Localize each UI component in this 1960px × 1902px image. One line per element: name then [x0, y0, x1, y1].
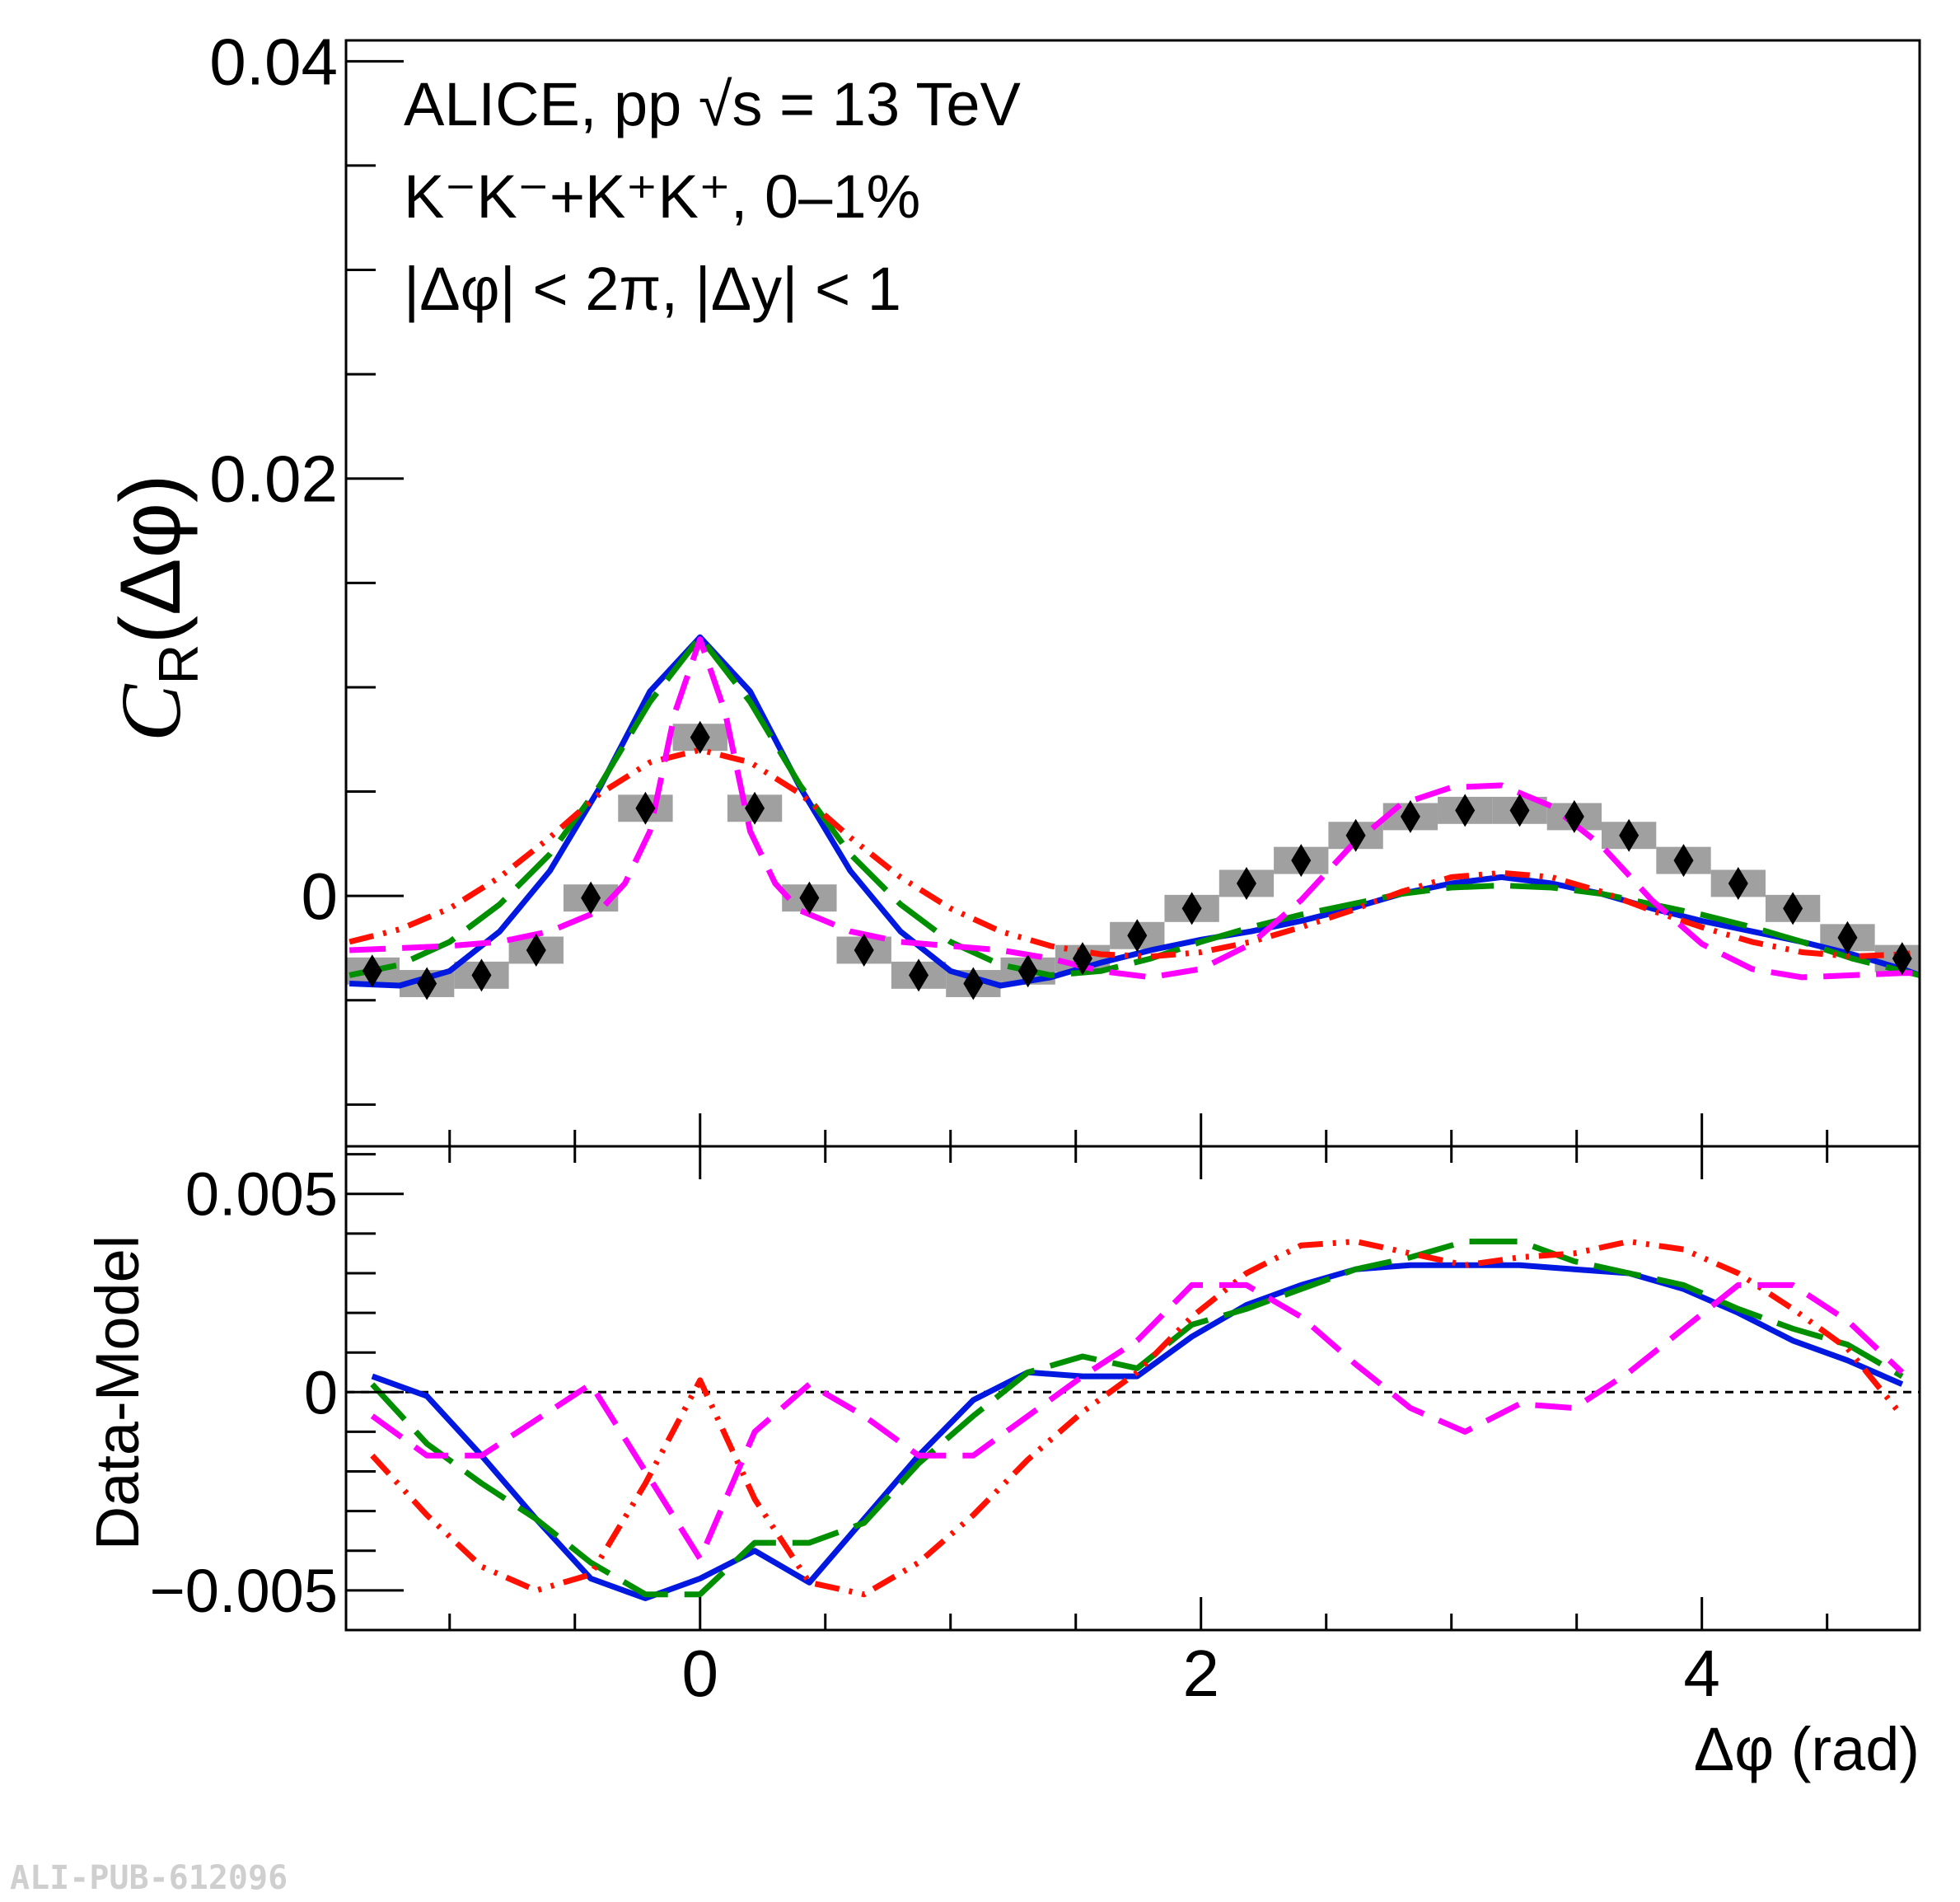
data-point	[1400, 799, 1420, 833]
ylabel-symbol: C	[104, 683, 199, 742]
data-point	[1783, 892, 1803, 925]
lower-series-2	[370, 1239, 1905, 1598]
data-point	[1236, 866, 1256, 900]
data-point	[1127, 919, 1148, 953]
data-point	[799, 881, 820, 915]
upper-axis-ticks	[346, 59, 1829, 1146]
x-tick-labels: 0 2 4	[681, 1637, 1719, 1710]
lower-y-tick-label: −0.005	[150, 1557, 338, 1625]
data-point	[690, 720, 710, 754]
x-tick-label: 0	[681, 1637, 718, 1710]
x-tick-label: 2	[1182, 1637, 1219, 1710]
lower-y-axis-label: Data-Model	[83, 1235, 152, 1551]
data-point	[362, 954, 382, 988]
title-line-3: |Δφ| < 2π, |Δy| < 1	[404, 255, 901, 323]
ylabel-subscript: R	[147, 644, 210, 685]
upper-y-tick-labels: 0.04 0.02 0	[209, 25, 338, 933]
residual-curves	[370, 1239, 1905, 1601]
upper-series-1	[348, 634, 1921, 978]
lower-axis-ticks	[346, 1146, 1829, 1630]
title-line-2: K⁻K⁻+K⁺K⁺, 0–1%	[404, 162, 920, 231]
data-point	[909, 958, 929, 992]
data-point	[1455, 794, 1476, 827]
data-point	[1181, 892, 1202, 925]
data-point	[635, 791, 656, 825]
lower-series-0	[371, 1262, 1904, 1601]
data-point	[963, 967, 984, 1000]
upper-y-tick-label: 0	[302, 860, 339, 933]
lower-y-tick-label: 0	[304, 1358, 338, 1426]
lower-series-1	[370, 1239, 1904, 1598]
data-markers	[362, 720, 1912, 1000]
figure-id: ALI-PUB-612096	[10, 1859, 288, 1897]
lower-series-3	[370, 1281, 1905, 1562]
data-point	[1509, 794, 1530, 827]
upper-series-2	[348, 747, 1920, 960]
lower-y-tick-label: 0.005	[185, 1160, 338, 1229]
data-point	[854, 933, 874, 967]
data-point	[1673, 844, 1694, 878]
upper-y-tick-label: 0.04	[209, 25, 338, 98]
title-line-1: ALICE, pp √s = 13 TeV	[404, 70, 1021, 138]
data-point	[1072, 942, 1092, 976]
upper-series-3	[349, 636, 1920, 981]
lower-panel: 0.005 0 −0.005 0 2 4 Data-Model Δφ (rad)	[83, 1145, 1921, 1783]
data-point	[471, 958, 492, 992]
data-point	[1837, 921, 1858, 954]
data-point	[1619, 818, 1640, 852]
data-point	[745, 791, 765, 825]
data-point	[1892, 942, 1912, 976]
x-tick-label: 4	[1683, 1637, 1720, 1710]
upper-panel: 0.04 0.02 0 ALICE, pp √s = 13 TeV K⁻K⁻+K⁺K…	[103, 25, 1921, 1148]
ylabel-argument: (Δφ)	[103, 474, 199, 644]
lower-plot-frame	[344, 1145, 1921, 1632]
data-point	[526, 933, 546, 967]
upper-y-axis-label: CR(Δφ)	[103, 474, 210, 742]
model-curves	[348, 634, 1921, 989]
x-axis-label: Δφ (rad)	[1694, 1715, 1920, 1783]
upper-y-tick-label: 0.02	[209, 443, 338, 516]
svg-text:CR(Δφ): CR(Δφ)	[103, 474, 210, 742]
lower-y-tick-labels: 0.005 0 −0.005	[150, 1160, 338, 1625]
data-point	[1017, 954, 1038, 988]
data-point	[1345, 818, 1366, 852]
data-point	[1291, 844, 1312, 878]
data-point	[1728, 866, 1748, 900]
data-point	[1564, 799, 1584, 833]
data-point	[581, 881, 601, 915]
data-point	[417, 967, 437, 1000]
